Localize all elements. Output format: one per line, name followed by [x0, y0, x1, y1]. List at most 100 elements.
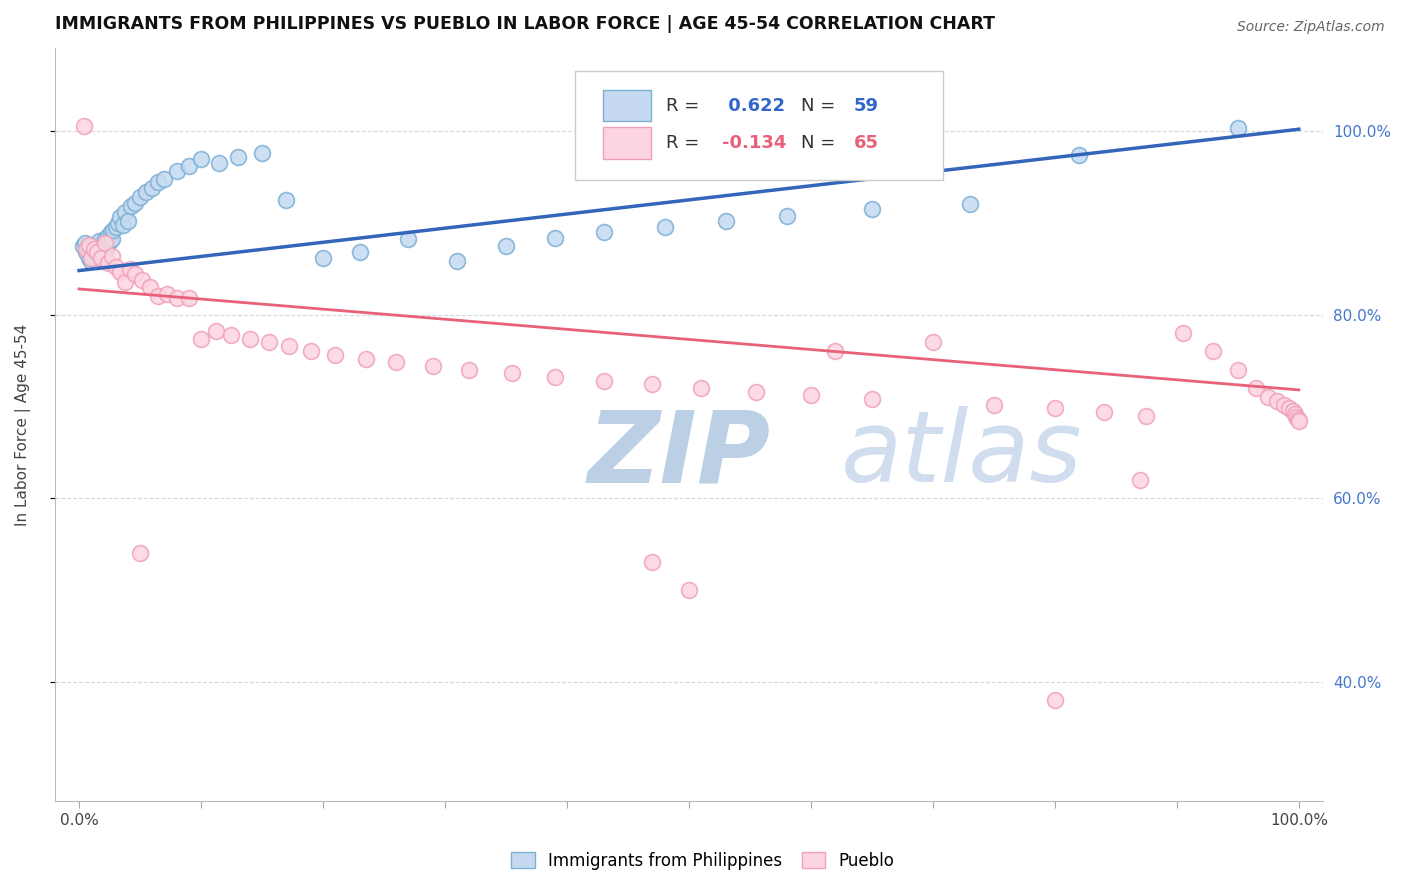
Point	[775, 209, 797, 223]
Point	[101, 232, 124, 246]
Point	[101, 249, 124, 263]
Point	[80, 254, 103, 268]
Point	[678, 582, 700, 597]
Point	[93, 232, 115, 246]
Point	[107, 216, 129, 230]
Point	[1202, 344, 1225, 359]
Point	[592, 374, 614, 388]
Point	[153, 171, 176, 186]
Point	[1171, 326, 1194, 340]
Point	[96, 238, 118, 252]
Point	[276, 193, 298, 207]
Point	[641, 377, 664, 392]
Point	[495, 239, 517, 253]
Point	[396, 232, 419, 246]
Point	[354, 351, 377, 366]
Point	[129, 190, 152, 204]
Y-axis label: In Labor Force | Age 45-54: In Labor Force | Age 45-54	[15, 324, 31, 526]
Point	[110, 211, 132, 225]
Point	[93, 252, 115, 267]
Point	[714, 214, 737, 228]
Point	[299, 344, 322, 359]
Point	[983, 398, 1005, 412]
Point	[156, 287, 179, 301]
Point	[1285, 410, 1308, 425]
Point	[1257, 390, 1279, 404]
Point	[82, 238, 104, 252]
Point	[1272, 398, 1295, 412]
Point	[959, 197, 981, 211]
Point	[131, 273, 153, 287]
Point	[148, 289, 170, 303]
Point	[824, 344, 846, 359]
Point	[77, 238, 100, 252]
Point	[1226, 362, 1249, 376]
Text: R =: R =	[666, 135, 704, 153]
Point	[592, 225, 614, 239]
Point	[97, 228, 120, 243]
Point	[349, 245, 371, 260]
Point	[1135, 409, 1157, 423]
Text: atlas: atlas	[841, 407, 1083, 503]
Point	[544, 230, 567, 244]
Text: IMMIGRANTS FROM PHILIPPINES VS PUEBLO IN LABOR FORCE | AGE 45-54 CORRELATION CHA: IMMIGRANTS FROM PHILIPPINES VS PUEBLO IN…	[55, 15, 994, 33]
Point	[745, 384, 768, 399]
Point	[98, 234, 121, 248]
Point	[544, 370, 567, 384]
Point	[177, 159, 200, 173]
Point	[204, 324, 226, 338]
Point	[1288, 414, 1310, 428]
Point	[100, 225, 122, 239]
Point	[104, 260, 127, 274]
Point	[75, 242, 97, 256]
Point	[90, 251, 112, 265]
Point	[80, 251, 103, 265]
Legend: Immigrants from Philippines, Pueblo: Immigrants from Philippines, Pueblo	[505, 846, 901, 877]
Point	[1069, 148, 1091, 162]
Point	[114, 204, 136, 219]
Point	[104, 219, 127, 234]
Point	[111, 218, 134, 232]
Point	[117, 214, 139, 228]
Point	[654, 220, 676, 235]
Point	[208, 156, 231, 170]
Point	[1281, 404, 1303, 418]
Point	[221, 327, 243, 342]
Point	[226, 150, 249, 164]
Point	[323, 348, 346, 362]
Point	[76, 242, 98, 256]
Point	[690, 381, 713, 395]
Point	[1129, 473, 1152, 487]
Point	[800, 388, 823, 402]
Point	[101, 223, 124, 237]
Point	[97, 256, 120, 270]
Point	[93, 235, 115, 250]
Text: 65: 65	[853, 135, 879, 153]
Point	[458, 362, 481, 376]
Point	[148, 176, 170, 190]
Point	[177, 291, 200, 305]
Point	[139, 280, 162, 294]
Point	[94, 242, 117, 256]
Point	[75, 235, 97, 250]
Point	[312, 251, 335, 265]
Point	[1286, 412, 1309, 426]
Point	[83, 249, 105, 263]
Point	[83, 242, 105, 256]
Point	[641, 556, 664, 570]
Point	[124, 195, 146, 210]
Point	[277, 339, 299, 353]
Point	[120, 261, 142, 276]
Point	[114, 275, 136, 289]
Text: N =: N =	[800, 96, 841, 115]
Point	[86, 245, 108, 260]
Text: 0.622: 0.622	[721, 96, 785, 115]
Point	[860, 392, 883, 406]
Point	[166, 164, 188, 178]
Text: Source: ZipAtlas.com: Source: ZipAtlas.com	[1237, 20, 1385, 34]
Point	[124, 267, 146, 281]
Point	[1278, 401, 1301, 416]
Point	[83, 244, 105, 258]
Point	[90, 242, 112, 256]
Point	[1265, 393, 1288, 408]
